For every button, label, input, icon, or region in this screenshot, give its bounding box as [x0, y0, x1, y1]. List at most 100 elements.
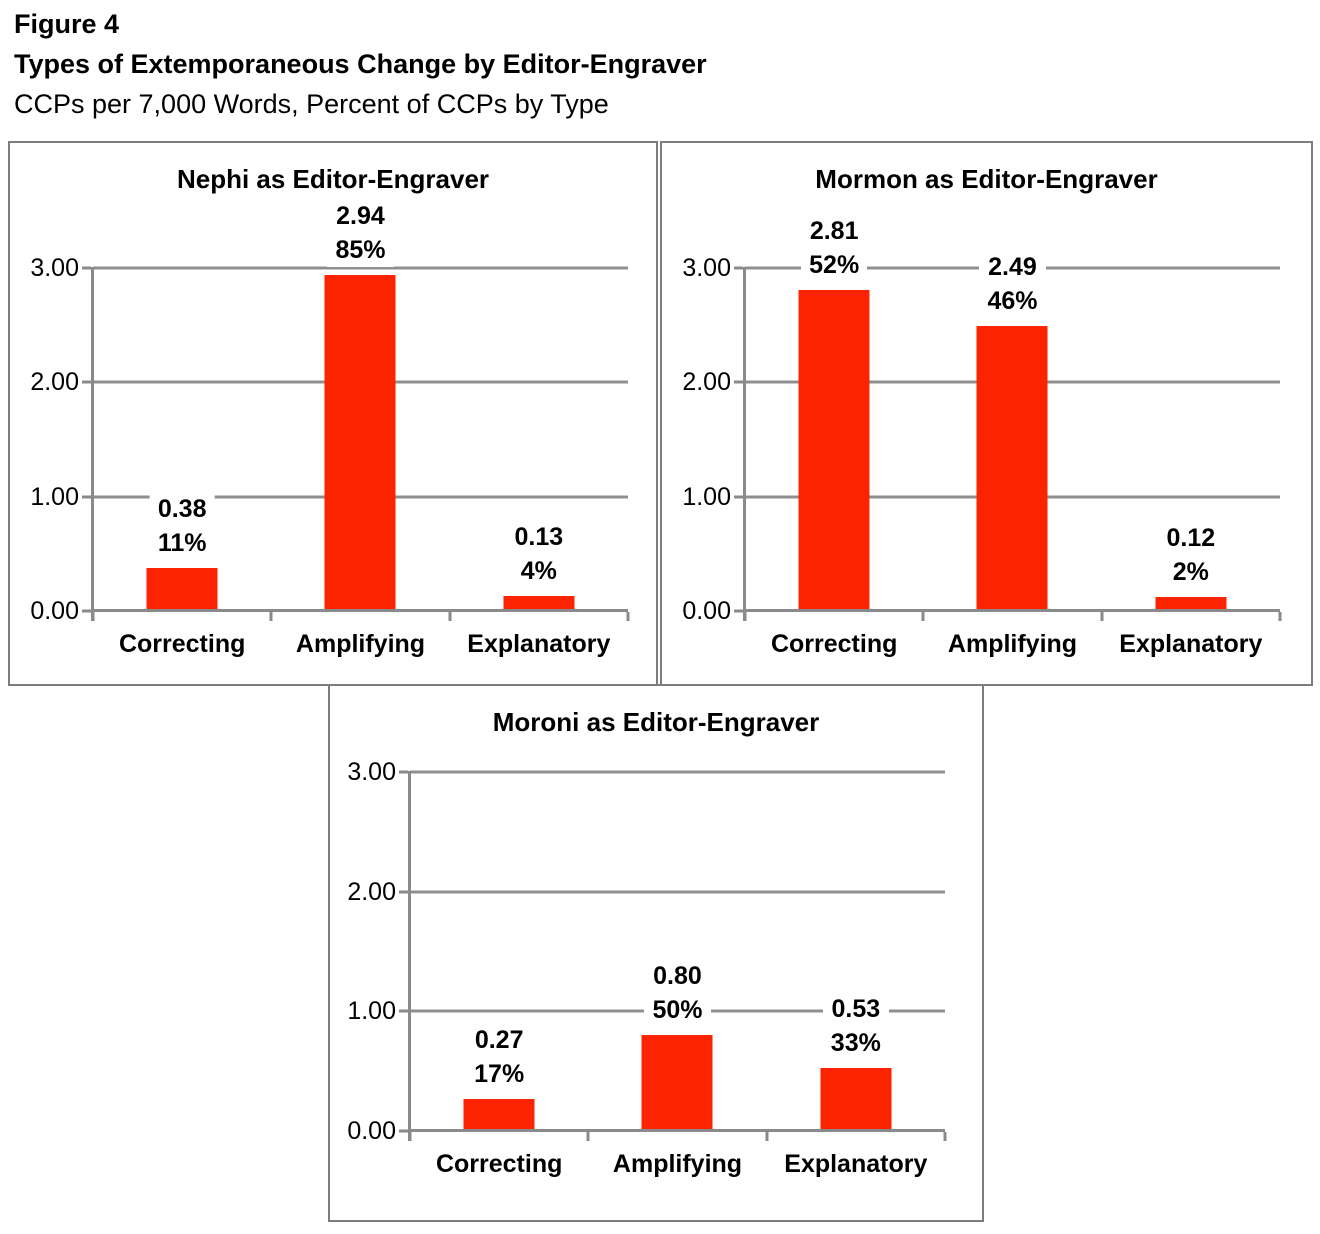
y-axis-label: 1.00: [30, 482, 79, 511]
y-axis-tick: [399, 1009, 408, 1013]
bar-percent: 17%: [474, 1059, 525, 1088]
chart-panel-moroni: Moroni as Editor-Engraver 0.00 1.00 2.00 3.…: [328, 684, 984, 1222]
x-axis-category-label: Correcting: [770, 630, 898, 658]
x-axis-tick: [743, 612, 747, 621]
x-axis-tick: [1100, 612, 1104, 621]
y-axis-tick: [82, 495, 91, 499]
bar-value-label: 0.12 2%: [1158, 521, 1224, 590]
y-axis-label: 0.00: [682, 597, 731, 625]
y-axis-tick: [399, 890, 408, 894]
plot-area: 0.00 1.00 2.00 3.00 0.38 11% Correcting 2.94 85%…: [30, 198, 630, 658]
x-axis-category-label: Explanatory: [784, 1150, 928, 1178]
y-axis-label: 3.00: [30, 254, 79, 282]
x-axis-category-label: Explanatory: [467, 630, 611, 658]
x-axis-category-label: Amplifying: [295, 630, 426, 658]
y-axis-tick: [734, 380, 743, 384]
bar-amplifying: [976, 326, 1048, 611]
figure-title: Types of Extemporaneous Change by Editor…: [14, 49, 707, 79]
x-axis-category-label: Explanatory: [1119, 630, 1263, 658]
y-axis-line: [91, 267, 94, 621]
chart-panel-mormon: Mormon as Editor-Engraver 0.00 1.00 2.00 3.…: [660, 141, 1313, 686]
x-axis-tick: [626, 612, 630, 621]
bar-amplifying: [324, 274, 396, 611]
y-axis-tick: [399, 1129, 408, 1133]
gridline: [410, 890, 945, 894]
x-axis-category-label: Correcting: [435, 1150, 563, 1178]
bar-explanatory: [820, 1067, 892, 1131]
x-axis-category-label: Amplifying: [612, 1150, 743, 1178]
bar-value-label: 0.38 11%: [149, 491, 215, 560]
figure-header: Figure 4 Types of Extemporaneous Change …: [14, 4, 707, 124]
bar-percent: 2%: [1172, 558, 1209, 587]
bar-value-label: 0.80 50%: [644, 959, 711, 1028]
x-axis-line: [743, 609, 1280, 612]
bar-percent: 85%: [335, 235, 386, 264]
bar-value: 0.13: [514, 523, 564, 552]
bar-slot: 0.12 2%: [1102, 268, 1280, 611]
chart-title: Moroni as Editor-Engraver: [492, 707, 820, 737]
y-axis-label: 2.00: [347, 877, 396, 906]
figure-label: Figure 4: [14, 9, 120, 39]
bar-slot: 0.80 50%: [588, 772, 766, 1131]
bar-value: 2.49: [988, 253, 1037, 282]
bar-value-label: 0.13 4%: [506, 520, 572, 589]
x-axis-category-label: Correcting: [118, 630, 246, 658]
y-axis-tick: [82, 380, 91, 384]
x-axis-line: [408, 1129, 945, 1132]
bar-value: 2.94: [336, 201, 385, 230]
chart-panel-nephi: Nephi as Editor-Engraver 0.00 1.00 2.00 3.0…: [8, 141, 658, 686]
bar-amplifying: [641, 1035, 713, 1131]
bar-percent: 4%: [520, 557, 557, 586]
bar-slot: 2.81 52%: [745, 213, 923, 611]
bar-value-label: 2.81 52%: [801, 213, 868, 282]
bar-value-label: 2.94 85%: [327, 198, 394, 267]
bar-slot: 0.27 17%: [410, 772, 588, 1131]
y-axis-tick: [734, 266, 743, 270]
chart-title: Mormon as Editor-Engraver: [815, 164, 1158, 194]
x-axis-tick: [921, 612, 925, 621]
x-axis-tick: [765, 1132, 769, 1141]
bar-correcting: [146, 567, 218, 611]
bar-slot: 0.13 4%: [450, 268, 628, 611]
x-axis-category-label: Amplifying: [947, 630, 1078, 658]
bar-percent: 33%: [830, 1028, 881, 1057]
y-axis-tick: [734, 609, 743, 613]
bar-percent: 11%: [157, 528, 207, 557]
bar-correcting: [798, 289, 870, 611]
gridline: [93, 266, 628, 270]
y-axis-label: 2.00: [682, 368, 731, 397]
bar-percent: 46%: [987, 287, 1038, 316]
x-axis-tick: [448, 612, 452, 621]
x-axis-tick: [269, 612, 273, 621]
bar-value-label: 0.27 17%: [466, 1022, 533, 1091]
y-axis-label: 3.00: [347, 758, 396, 786]
bar-slot: 2.49 46%: [923, 250, 1101, 611]
y-axis-line: [743, 267, 746, 621]
bar-percent: 50%: [652, 996, 703, 1025]
y-axis-label: 2.00: [30, 368, 79, 397]
x-axis-line: [91, 609, 628, 612]
bar-percent: 52%: [809, 250, 860, 279]
y-axis-label: 3.00: [682, 254, 731, 282]
x-axis-tick: [943, 1132, 947, 1141]
y-axis-label: 1.00: [682, 482, 731, 511]
figure-subtitle: CCPs per 7,000 Words, Percent of CCPs by…: [14, 89, 609, 119]
bar-value: 0.80: [653, 962, 702, 991]
y-axis-label: 0.00: [347, 1117, 396, 1145]
bar-slot: 0.38 11%: [93, 268, 271, 611]
y-axis-line: [408, 771, 411, 1141]
bar-slot: 2.94 85%: [271, 198, 449, 611]
bar-value: 0.38: [157, 494, 207, 523]
chart-title: Nephi as Editor-Engraver: [176, 164, 490, 194]
y-axis-label: 0.00: [30, 597, 79, 625]
bar-value-label: 2.49 46%: [979, 250, 1046, 319]
y-axis-tick: [82, 266, 91, 270]
plot-area: 0.00 1.00 2.00 3.00 2.81 52% Correcting 2.49 46%…: [682, 213, 1282, 658]
y-axis-tick: [734, 495, 743, 499]
bar-value-label: 0.53 33%: [822, 991, 889, 1060]
y-axis-label: 1.00: [347, 997, 396, 1026]
bar-slot: 0.53 33%: [767, 772, 945, 1131]
bar-value: 0.27: [474, 1025, 524, 1054]
y-axis-tick: [82, 609, 91, 613]
bar-value: 0.53: [831, 994, 881, 1023]
